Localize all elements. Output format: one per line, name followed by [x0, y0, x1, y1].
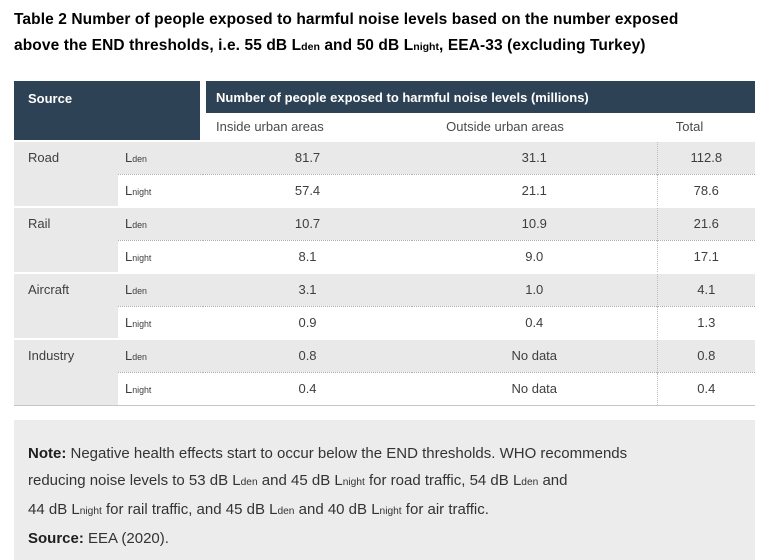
cell-total: 1.3: [656, 305, 756, 339]
cell-inside: 0.9: [203, 305, 413, 339]
cell-inside: 8.1: [203, 239, 413, 273]
cell-outside: 31.1: [412, 140, 658, 174]
noise-exposure-table: Source Number of people exposed to harmf…: [14, 81, 756, 406]
cell-inside: 57.4: [203, 173, 413, 207]
cell-source: Road: [14, 140, 118, 207]
cell-inside: 81.7: [203, 140, 413, 174]
cell-source: Aircraft: [14, 272, 118, 339]
table-row: Road Lden 81.7 31.1 112.8: [14, 140, 756, 207]
cell-total: 112.8: [656, 140, 756, 174]
cell-total: 4.1: [656, 272, 756, 306]
cell-indicator: Lnight: [118, 371, 204, 406]
header-source: Source: [14, 81, 207, 141]
cell-indicator: Lden: [118, 206, 204, 240]
source-paragraph: Source: EEA (2020).: [28, 525, 741, 552]
header-row-main: Source Number of people exposed to harmf…: [14, 81, 756, 141]
cell-indicator: Lden: [118, 272, 204, 306]
table-row: Lnight 0.9 0.4 1.3: [14, 305, 756, 339]
table-body: Road Lden 81.7 31.1 112.8 Lnight 57.4 21…: [14, 140, 756, 406]
header-col-total: Total: [657, 113, 756, 141]
cell-outside: 1.0: [412, 272, 658, 306]
header-main: Number of people exposed to harmful nois…: [203, 81, 756, 113]
cell-inside: 0.4: [203, 371, 413, 406]
table-row: Aircraft Lden 3.1 1.0 4.1: [14, 272, 756, 339]
cell-inside: 10.7: [203, 206, 413, 240]
cell-indicator: Lnight: [118, 305, 204, 339]
table-caption: Table 2 Number of people exposed to harm…: [14, 11, 679, 54]
table-row: Lnight 8.1 9.0 17.1: [14, 239, 756, 273]
cell-indicator: Lnight: [118, 239, 204, 273]
cell-outside: 9.0: [412, 239, 658, 273]
note-text: Negative health effects start to occur b…: [28, 444, 628, 518]
note-box: Note: Negative health effects start to o…: [14, 419, 755, 560]
cell-outside: No data: [412, 338, 658, 372]
table-row: Lnight 0.4 No data 0.4: [14, 371, 756, 406]
header-col-inside: Inside urban areas: [203, 113, 413, 141]
cell-total: 17.1: [656, 239, 756, 273]
header-row-sub: Inside urban areas Outside urban areas T…: [14, 113, 756, 141]
cell-total: 78.6: [656, 173, 756, 207]
cell-total: 21.6: [656, 206, 756, 240]
cell-outside: 21.1: [412, 173, 658, 207]
cell-total: 0.8: [656, 338, 756, 372]
cell-inside: 0.8: [203, 338, 413, 372]
cell-indicator: Lnight: [118, 173, 204, 207]
cell-source: Industry: [14, 338, 118, 406]
table-row: Industry Lden 0.8 No data 0.8: [14, 338, 756, 406]
source-label: Source:: [28, 529, 84, 547]
cell-indicator: Lden: [118, 140, 204, 174]
note-paragraph: Note: Negative health effects start to o…: [28, 440, 741, 525]
cell-indicator: Lden: [118, 338, 204, 372]
header-col-outside: Outside urban areas: [412, 113, 658, 141]
cell-outside: No data: [412, 371, 658, 406]
source-text: EEA (2020).: [88, 529, 169, 547]
cell-inside: 3.1: [203, 272, 413, 306]
cell-outside: 10.9: [412, 206, 658, 240]
table-row: Lnight 57.4 21.1 78.6: [14, 173, 756, 207]
note-label: Note:: [28, 444, 67, 462]
cell-total: 0.4: [656, 371, 756, 406]
cell-source: Rail: [14, 206, 118, 273]
table-header: Source Number of people exposed to harmf…: [14, 81, 756, 141]
cell-outside: 0.4: [412, 305, 658, 339]
table-row: Rail Lden 10.7 10.9 21.6: [14, 206, 756, 273]
